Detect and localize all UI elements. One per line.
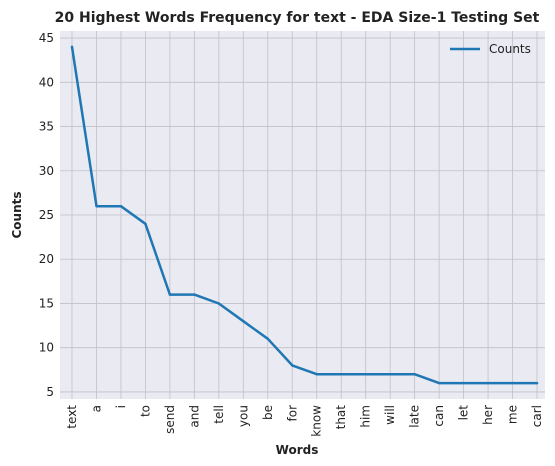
- y-tick-label: 35: [39, 120, 54, 134]
- data-point: [462, 381, 465, 385]
- legend-label: Counts: [489, 42, 531, 56]
- x-tick-label: late: [408, 405, 422, 428]
- x-tick-label: let: [457, 405, 471, 421]
- x-tick-label: me: [506, 405, 520, 424]
- series-line-counts: [70, 45, 539, 385]
- x-tick-label: her: [481, 405, 495, 425]
- data-point: [70, 45, 74, 49]
- y-tick-label: 5: [46, 385, 54, 399]
- x-tick-label: and: [187, 405, 201, 428]
- y-tick-label: 10: [39, 341, 54, 355]
- x-axis-label: Words: [276, 443, 319, 457]
- y-tick-label: 45: [39, 31, 54, 45]
- x-tick-label: tell: [212, 405, 226, 424]
- grid: [60, 31, 545, 399]
- y-tick-label: 25: [39, 208, 54, 222]
- y-tick-label: 40: [39, 75, 54, 89]
- y-tick-label: 15: [39, 296, 54, 310]
- data-point: [364, 373, 367, 376]
- data-point: [193, 293, 196, 296]
- x-tick-label: him: [359, 405, 373, 428]
- data-point: [168, 293, 172, 296]
- data-point: [486, 381, 490, 385]
- x-tick-label: carl: [530, 405, 544, 427]
- data-point: [340, 373, 343, 376]
- data-point: [217, 302, 221, 305]
- data-point: [511, 381, 514, 385]
- x-tick-label: i: [114, 405, 128, 408]
- x-tick-label: be: [261, 405, 275, 420]
- series-layer: [70, 45, 539, 385]
- data-point: [437, 381, 441, 385]
- data-point: [119, 204, 123, 208]
- data-point: [242, 319, 245, 323]
- y-axis-label: Counts: [10, 191, 24, 238]
- x-tick-label: will: [383, 405, 397, 425]
- data-point: [535, 381, 539, 385]
- y-tick-label: 30: [39, 164, 54, 178]
- y-axis-ticks: 5 10 15 20 25 30 35 40 45: [39, 31, 54, 399]
- data-point: [315, 373, 318, 376]
- x-tick-label: text: [65, 405, 79, 429]
- x-axis-ticks: text a i to send and tell you be for know that him wi…: [65, 405, 544, 437]
- data-point: [95, 204, 98, 208]
- data-point: [144, 222, 147, 226]
- x-tick-label: send: [163, 405, 177, 434]
- x-tick-label: can: [432, 405, 446, 427]
- x-tick-label: that: [334, 405, 348, 430]
- x-tick-label: a: [89, 405, 103, 412]
- legend: Counts: [450, 42, 531, 56]
- data-point: [388, 373, 392, 376]
- x-tick-label: to: [138, 405, 152, 417]
- y-tick-label: 20: [39, 252, 54, 266]
- x-tick-label: you: [236, 405, 250, 427]
- chart-title: 20 Highest Words Frequency for text - ED…: [55, 10, 540, 26]
- data-point: [266, 337, 269, 341]
- x-tick-label: know: [310, 405, 324, 437]
- data-point: [291, 364, 294, 367]
- data-point: [413, 373, 416, 376]
- x-tick-label: for: [285, 405, 299, 422]
